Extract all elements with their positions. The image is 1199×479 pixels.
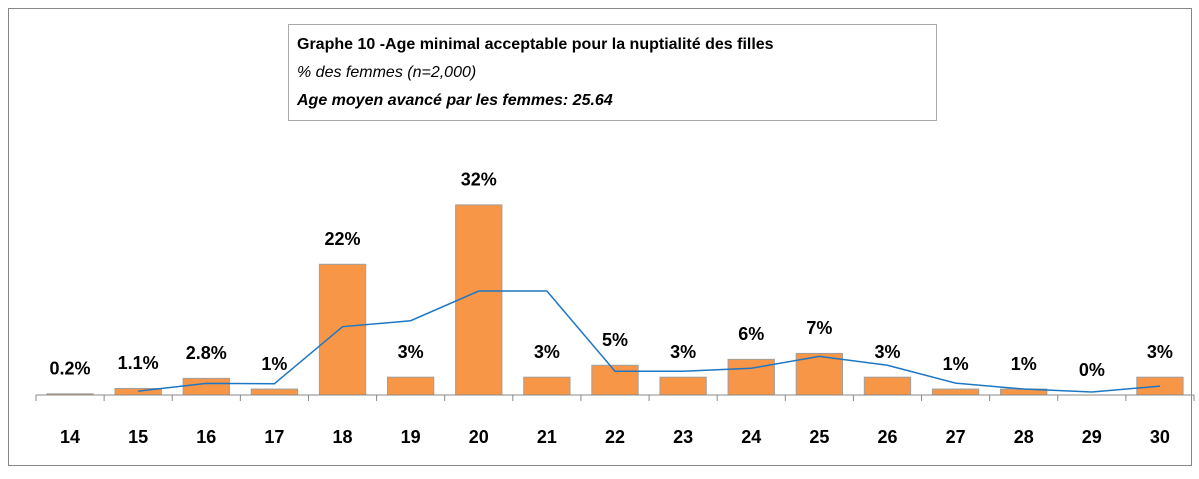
data-label: 5%	[602, 330, 628, 350]
bar	[659, 376, 707, 396]
data-label: 3%	[670, 342, 696, 362]
data-label: 3%	[534, 342, 560, 362]
bar	[182, 377, 230, 396]
data-label: 3%	[874, 342, 900, 362]
bar	[318, 263, 367, 396]
data-label: 3%	[1147, 342, 1173, 362]
data-label: 7%	[806, 318, 832, 338]
data-label: 1%	[943, 354, 969, 374]
x-tick-label: 20	[469, 427, 489, 447]
chart-title: Graphe 10 -Age minimal acceptable pour l…	[297, 36, 774, 53]
data-label: 1%	[261, 354, 287, 374]
x-tick-label: 14	[60, 427, 80, 447]
data-label: 32%	[461, 170, 497, 190]
data-label: 1%	[1011, 354, 1037, 374]
data-label: 3%	[398, 342, 424, 362]
bar	[386, 376, 435, 396]
x-tick-label: 22	[605, 427, 625, 447]
x-tick-label: 29	[1082, 427, 1102, 447]
x-tick-label: 17	[264, 427, 284, 447]
bar	[931, 388, 980, 396]
x-tick-label: 19	[401, 427, 421, 447]
chart-subtitle: % des femmes (n=2,000)	[297, 64, 476, 81]
data-label: 0.2%	[50, 359, 91, 379]
x-tick-label: 16	[196, 427, 216, 447]
data-label: 22%	[325, 229, 361, 249]
x-tick-label: 25	[809, 427, 829, 447]
bar	[863, 376, 912, 396]
x-tick-label: 21	[537, 427, 557, 447]
x-tick-label: 27	[946, 427, 966, 447]
x-tick-label: 24	[741, 427, 761, 447]
bar	[455, 204, 503, 396]
data-label: 1.1%	[118, 353, 159, 373]
x-tick-label: 23	[673, 427, 693, 447]
x-tick-label: 15	[128, 427, 148, 447]
bar	[523, 376, 571, 396]
x-tick-label: 26	[877, 427, 897, 447]
bar	[795, 352, 844, 396]
data-label: 6%	[738, 324, 764, 344]
trendline	[138, 290, 1161, 393]
bar	[591, 364, 639, 396]
x-tick-label: 18	[333, 427, 353, 447]
data-label: 2.8%	[186, 343, 227, 363]
data-label: 0%	[1079, 360, 1105, 380]
title-box	[288, 24, 937, 121]
annotation: Age moyen avancé par les femmes: 25.64	[296, 92, 613, 109]
x-tick-label: 30	[1150, 427, 1170, 447]
x-tick-label: 28	[1014, 427, 1034, 447]
bar	[250, 388, 299, 396]
